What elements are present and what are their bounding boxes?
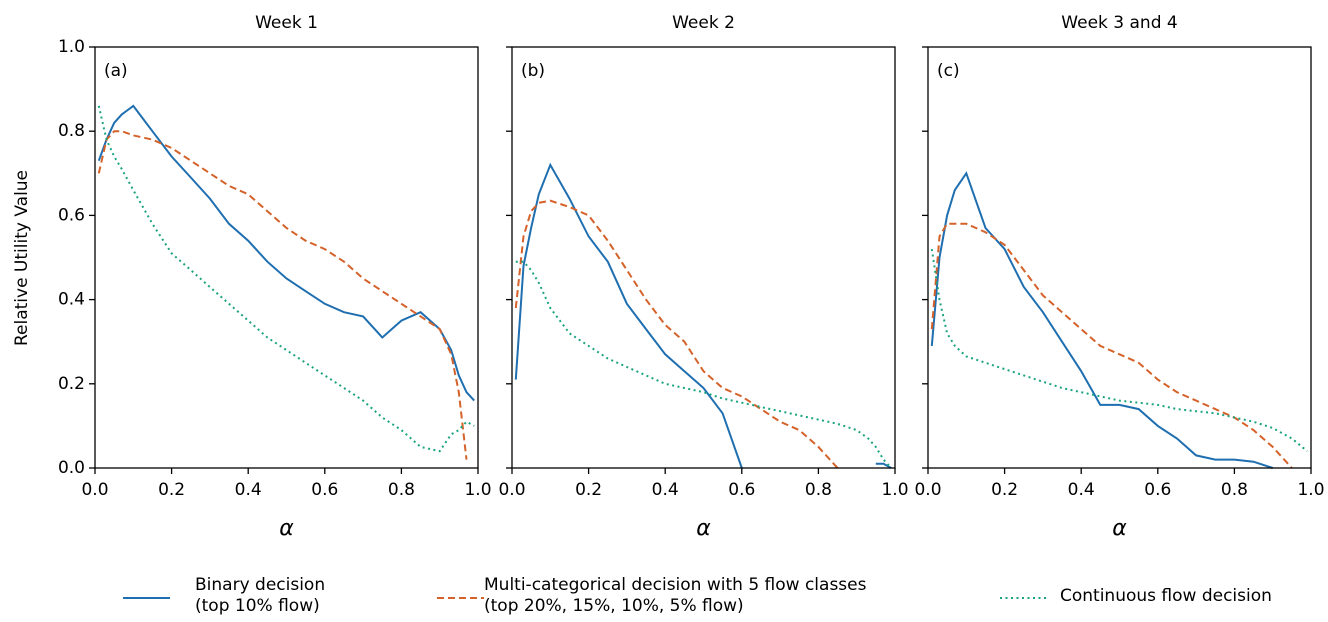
x-tick-label: 0.4 — [652, 480, 679, 500]
y-tick-label: 0.4 — [58, 290, 85, 310]
panel-annotation: (c) — [937, 61, 960, 81]
panel-title: Week 3 and 4 — [1061, 13, 1177, 33]
x-tick-label: 1.0 — [881, 480, 908, 500]
data-line — [97, 130, 468, 460]
y-tick-label: 0.6 — [58, 205, 85, 225]
data-line — [930, 222, 1293, 469]
x-axis-label: α — [279, 516, 294, 541]
x-tick-label: 0.2 — [991, 480, 1018, 500]
panel-annotation: (b) — [521, 61, 545, 81]
plot-frame — [94, 46, 479, 469]
x-axis-label: α — [1112, 516, 1127, 541]
y-tick-label: 1.0 — [58, 37, 85, 57]
x-tick-label: 0.8 — [388, 480, 415, 500]
x-tick-label: 0.8 — [1221, 480, 1248, 500]
legend-label: Continuous flow decision — [1060, 586, 1272, 606]
data-line — [930, 171, 1274, 469]
x-tick-label: 0.2 — [575, 480, 602, 500]
data-line — [97, 104, 475, 402]
data-line — [514, 199, 839, 469]
x-tick-label: 0.0 — [498, 480, 525, 500]
x-tick-label: 1.0 — [1297, 480, 1324, 500]
plot-frame — [927, 46, 1312, 469]
data-line — [97, 105, 475, 453]
x-tick-label: 0.0 — [914, 480, 941, 500]
x-tick-label: 0.4 — [235, 480, 262, 500]
x-tick-label: 0.6 — [311, 480, 338, 500]
x-tick-label: 0.6 — [728, 480, 755, 500]
y-tick-label: 0.8 — [58, 121, 85, 141]
x-tick-label: 0.6 — [1144, 480, 1171, 500]
x-tick-label: 0.2 — [158, 480, 185, 500]
y-tick-label: 0.2 — [58, 374, 85, 394]
data-line — [515, 260, 892, 469]
plot-frame — [511, 46, 896, 469]
panel-title: Week 1 — [255, 13, 318, 33]
panel-title: Week 2 — [672, 13, 735, 33]
y-axis-label: Relative Utility Value — [12, 170, 32, 346]
legend-label: Binary decision (top 10% flow) — [195, 575, 326, 616]
x-tick-label: 0.0 — [81, 480, 108, 500]
x-tick-label: 1.0 — [464, 480, 491, 500]
data-line — [930, 248, 1308, 452]
x-tick-label: 0.4 — [1068, 480, 1095, 500]
data-line — [514, 162, 892, 469]
y-tick-label: 0.0 — [58, 458, 85, 478]
x-tick-label: 0.8 — [805, 480, 832, 500]
panel-annotation: (a) — [104, 61, 128, 81]
legend-label: Multi-categorical decision with 5 flow c… — [484, 575, 867, 616]
x-axis-label: α — [696, 516, 711, 541]
